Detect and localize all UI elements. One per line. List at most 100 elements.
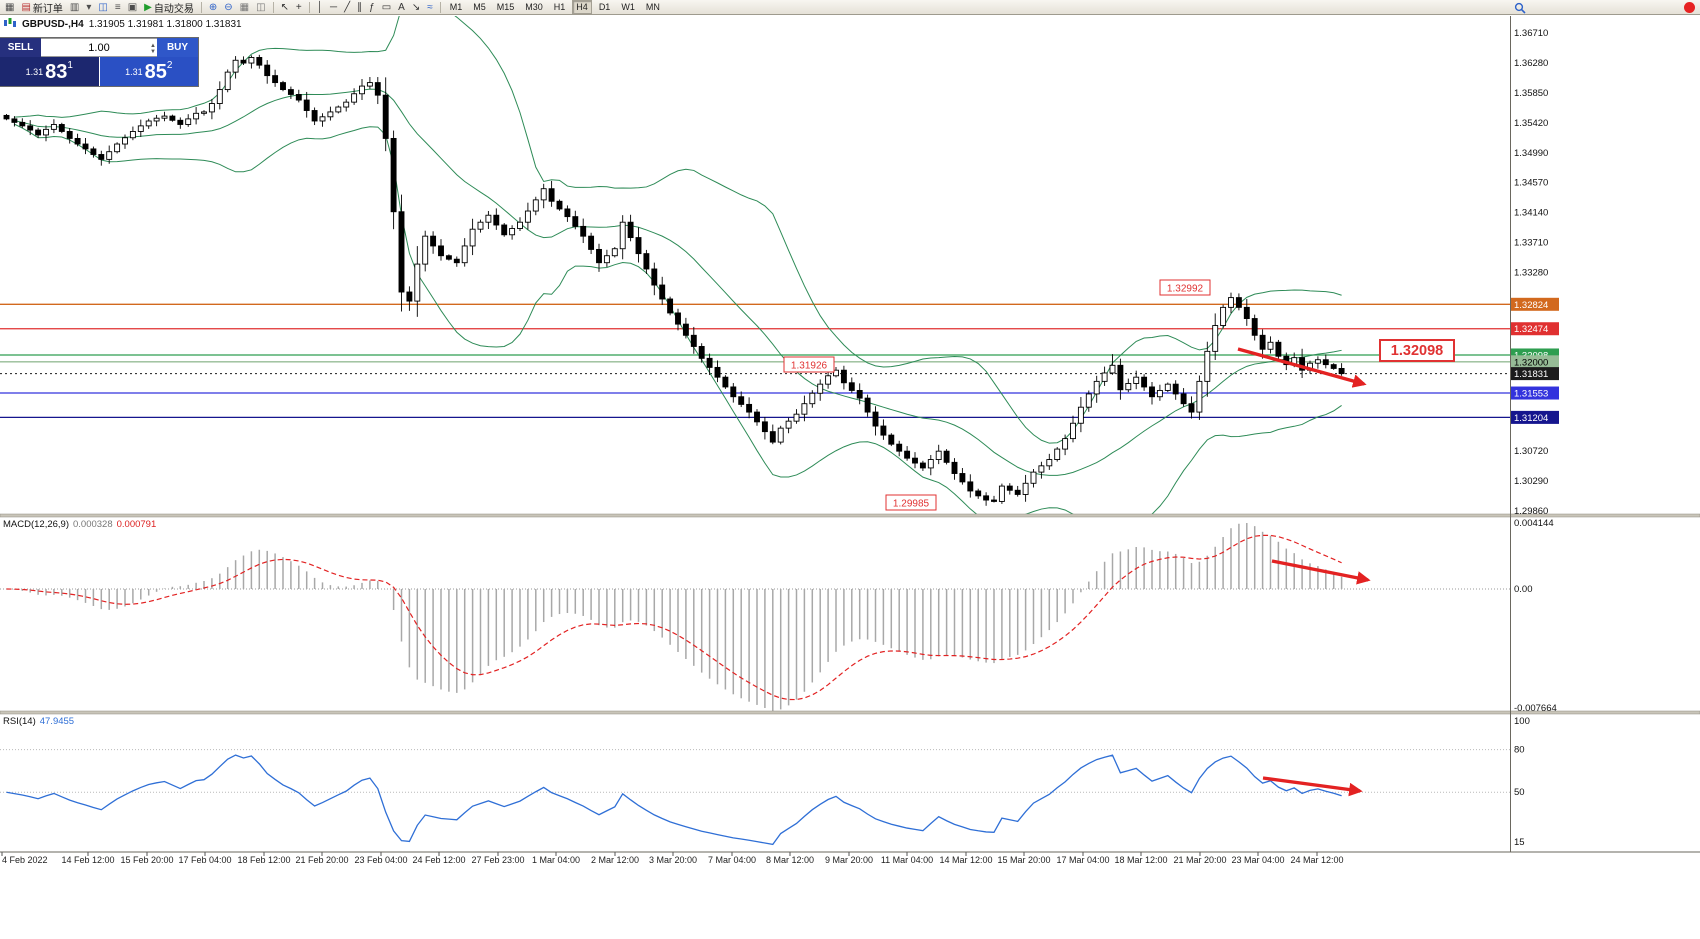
candle-body bbox=[208, 103, 215, 113]
candle-body bbox=[1204, 350, 1211, 382]
trend-arrow-rsi[interactable] bbox=[1262, 776, 1363, 797]
trend-arrow-macd[interactable] bbox=[1271, 559, 1371, 585]
timeframe-d1[interactable]: D1 bbox=[598, 2, 611, 12]
profiles-icon[interactable]: ▥ bbox=[68, 1, 81, 14]
sell-button[interactable]: SELL bbox=[0, 38, 41, 57]
timeframe-w1[interactable]: W1 bbox=[621, 2, 635, 12]
search-icon[interactable] bbox=[1514, 1, 1526, 19]
candlestick-icon bbox=[3, 17, 17, 31]
cursor-icon[interactable]: ↖ bbox=[279, 1, 291, 14]
new-chart-icon[interactable]: ▦ bbox=[3, 1, 16, 14]
candle-body bbox=[445, 255, 452, 260]
arrows-tool-icon[interactable]: ↘ bbox=[410, 1, 422, 14]
price-annotation-1.29985[interactable]: 1.29985 bbox=[885, 494, 937, 511]
volume-spinner[interactable]: ▲ ▼ bbox=[150, 39, 156, 58]
candle-body bbox=[248, 57, 255, 64]
timeframe-h4[interactable]: H4 bbox=[572, 0, 592, 14]
candle-body bbox=[50, 124, 57, 130]
svg-text:1.32992: 1.32992 bbox=[1167, 284, 1204, 295]
svg-text:1.32098: 1.32098 bbox=[1391, 343, 1443, 359]
fibonacci-icon[interactable]: ƒ bbox=[367, 1, 377, 14]
zoom-in-icon[interactable]: ⊕ bbox=[207, 1, 219, 14]
terminal-icon[interactable]: ▣ bbox=[126, 1, 139, 14]
symbol-timeframe-label: GBPUSD-,H4 bbox=[22, 18, 84, 30]
timeframe-h1[interactable]: H1 bbox=[553, 2, 566, 12]
candle-body bbox=[224, 71, 231, 91]
price-scale-label: 1.36280 bbox=[1514, 58, 1548, 69]
candle-body bbox=[193, 112, 200, 120]
price-annotation-1.32992[interactable]: 1.32992 bbox=[1159, 279, 1211, 296]
crosshair-icon[interactable]: + bbox=[294, 1, 304, 14]
candle-body bbox=[382, 94, 389, 139]
tile-windows-icon[interactable]: ◫ bbox=[254, 1, 267, 14]
volume-up-icon[interactable]: ▲ bbox=[150, 42, 156, 49]
pane-splitter[interactable] bbox=[0, 710, 1700, 715]
profiles-dropdown-icon[interactable]: ▾ bbox=[84, 1, 93, 14]
channel-icon[interactable]: ∥ bbox=[355, 1, 364, 14]
svg-text:1.31926: 1.31926 bbox=[791, 361, 828, 372]
timeframe-mn[interactable]: MN bbox=[645, 2, 660, 12]
rsi-line bbox=[6, 754, 1342, 846]
buy-button[interactable]: BUY bbox=[157, 38, 198, 57]
bollinger-middle bbox=[14, 88, 1342, 476]
candle-body bbox=[880, 425, 887, 436]
new-order-button[interactable]: ▤ 新订单 bbox=[19, 1, 64, 15]
candle-body bbox=[991, 499, 997, 502]
horizontal-line-icon[interactable]: ─ bbox=[328, 1, 339, 14]
text-icon[interactable]: A bbox=[396, 1, 407, 14]
indicators-icon[interactable]: ≈ bbox=[425, 1, 435, 14]
candle-body bbox=[1030, 471, 1037, 484]
volume-down-icon[interactable]: ▼ bbox=[150, 48, 156, 55]
time-axis-label: 23 Mar 04:00 bbox=[1231, 855, 1284, 865]
price-scale-label: 1.30720 bbox=[1514, 446, 1548, 457]
one-click-trading-panel: SELL 1.00 ▲ ▼ BUY 1.31 83 1 1.31 85 2 bbox=[0, 37, 199, 87]
price-annotation-1.32098[interactable]: 1.32098 bbox=[1379, 339, 1455, 362]
candle-body bbox=[501, 224, 508, 236]
macd-scale-label: 0.004144 bbox=[1514, 518, 1554, 529]
candle-body bbox=[1022, 482, 1029, 495]
timeframe-m15[interactable]: M15 bbox=[496, 2, 515, 12]
candle-body bbox=[927, 459, 934, 469]
candle-body bbox=[1133, 376, 1140, 384]
svg-text:1.31831: 1.31831 bbox=[1514, 369, 1548, 380]
market-watch-icon[interactable]: ◫ bbox=[96, 1, 109, 14]
notification-dot-icon[interactable] bbox=[1684, 2, 1695, 13]
trend-arrow-main[interactable] bbox=[1237, 347, 1367, 388]
time-axis-label: 17 Mar 04:00 bbox=[1056, 855, 1109, 865]
vertical-line-icon[interactable]: │ bbox=[315, 1, 325, 14]
autotrade-button[interactable]: ▶ 自动交易 bbox=[142, 1, 196, 15]
timeframe-m1[interactable]: M1 bbox=[449, 2, 463, 12]
autotrade-button-label: 自动交易 bbox=[153, 3, 194, 15]
price-annotation-1.31926[interactable]: 1.31926 bbox=[783, 356, 835, 373]
shapes-icon[interactable]: ▭ bbox=[380, 1, 393, 14]
navigator-icon[interactable]: ≡ bbox=[113, 1, 123, 14]
candle-body bbox=[919, 462, 926, 469]
candle-body bbox=[66, 131, 73, 139]
trendline-icon[interactable]: ╱ bbox=[342, 1, 352, 14]
price-badge-1.32474: 1.32474 bbox=[1511, 322, 1559, 336]
candle-body bbox=[493, 214, 500, 226]
timeframe-m30[interactable]: M30 bbox=[525, 2, 543, 12]
shapes-icon: ▭ bbox=[381, 1, 392, 13]
candle-body bbox=[319, 116, 326, 122]
buy-price-button[interactable]: 1.31 85 2 bbox=[99, 57, 198, 86]
candle-body bbox=[1235, 297, 1242, 308]
candle-body bbox=[1259, 334, 1266, 350]
zoom-out-icon[interactable]: ⊖ bbox=[222, 1, 234, 14]
time-axis-label: 24 Feb 12:00 bbox=[412, 855, 465, 865]
grid-icon[interactable]: ▦ bbox=[238, 1, 251, 14]
pane-splitter[interactable] bbox=[0, 513, 1700, 518]
candle-body bbox=[596, 248, 602, 264]
sell-price-button[interactable]: 1.31 83 1 bbox=[0, 57, 100, 86]
toolbar-separator bbox=[272, 1, 274, 13]
chart-window[interactable]: 1.36710 1.36280 1.35850 1.35420 1.34990 1.345… bbox=[0, 15, 1700, 939]
volume-input[interactable]: 1.00 ▲ ▼ bbox=[41, 38, 157, 57]
price-badge-1.31553: 1.31553 bbox=[1511, 386, 1559, 400]
candle-body bbox=[74, 137, 81, 145]
candle-body bbox=[1188, 403, 1195, 413]
price-badge-1.31831: 1.31831 bbox=[1511, 367, 1559, 381]
timeframe-m5[interactable]: M5 bbox=[473, 2, 486, 12]
time-axis-label: 23 Feb 04:00 bbox=[354, 855, 407, 865]
candle-body bbox=[129, 131, 136, 139]
